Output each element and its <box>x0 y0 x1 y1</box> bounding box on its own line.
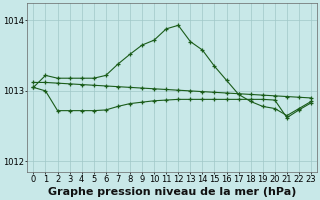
X-axis label: Graphe pression niveau de la mer (hPa): Graphe pression niveau de la mer (hPa) <box>48 187 296 197</box>
